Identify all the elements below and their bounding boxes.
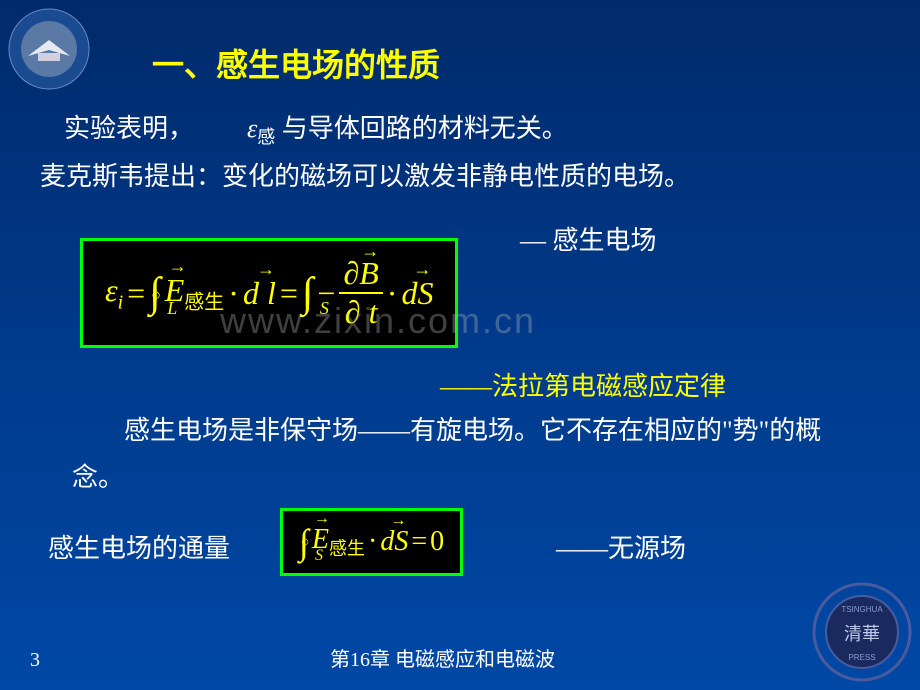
university-logo-left xyxy=(8,8,90,90)
text-fragment: 与导体回路的材料无关。 xyxy=(282,114,568,143)
section-title: 一、感生电场的性质 xyxy=(152,40,440,86)
epsilon-i: εi xyxy=(105,272,123,314)
maxwell-statement: 麦克斯韦提出：变化的磁场可以激发非静电性质的电场。 xyxy=(40,156,690,193)
equals-sign: = xyxy=(411,526,427,558)
conservative-field-statement: 感生电场是非保守场——有旋电场。它不存在相应的"势"的概念。 xyxy=(72,408,832,502)
closed-surface-integral: ∫○S xyxy=(299,521,309,563)
experiment-statement: 实验表明， ε感 与导体回路的材料无关。 xyxy=(64,108,568,149)
source-free-label: ——无源场 xyxy=(556,528,686,565)
loop-integral-L: ∫○L xyxy=(149,269,161,317)
page-number: 3 xyxy=(30,649,40,672)
svg-text:TSINGHUA: TSINGHUA xyxy=(841,605,883,614)
equals-sign: = xyxy=(127,275,145,312)
dot-operator: · xyxy=(368,526,377,558)
text-fragment: 实验表明， xyxy=(64,114,194,143)
epsilon-subscript: 感 xyxy=(257,127,275,147)
induced-field-label: — 感生电场 xyxy=(520,220,657,257)
watermark-text: www.zixin.com.cn xyxy=(220,300,536,342)
zero: 0 xyxy=(430,526,444,558)
E-vector: →E感生 xyxy=(312,524,365,561)
svg-text:PRESS: PRESS xyxy=(848,653,875,662)
svg-text:清華: 清華 xyxy=(844,624,880,644)
flux-label: 感生电场的通量 xyxy=(48,528,230,565)
faraday-law-label: ——法拉第电磁感应定律 xyxy=(440,366,726,403)
flux-equation: ∫○S →E感生 · →dS = 0 xyxy=(299,521,444,563)
equation-box-flux: ∫○S →E感生 · →dS = 0 xyxy=(280,508,463,576)
epsilon-symbol: ε xyxy=(247,114,257,143)
E-vector: →E感生 xyxy=(165,272,225,314)
university-press-logo-right: TSINGHUA PRESS 清華 xyxy=(812,582,912,682)
chapter-footer: 第16章 电磁感应和电磁波 xyxy=(330,643,555,672)
dS-vector: →dS xyxy=(380,526,408,558)
